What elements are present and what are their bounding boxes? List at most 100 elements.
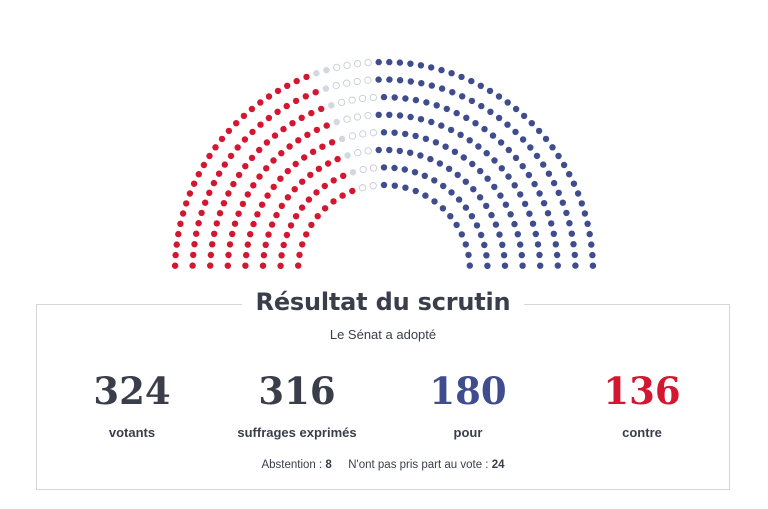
- seat-pour: [492, 221, 500, 228]
- seat-pour: [487, 108, 494, 116]
- seat-contre: [190, 251, 197, 259]
- seat-contre: [283, 231, 291, 239]
- seat-contre: [313, 189, 320, 196]
- seat-pour: [439, 205, 447, 212]
- seat-pour: [447, 126, 455, 134]
- seat-nppv: [353, 113, 362, 121]
- seat-contre: [284, 82, 291, 90]
- seat-contre: [224, 262, 231, 269]
- seat-contre: [207, 251, 215, 259]
- seat-contre: [250, 182, 257, 189]
- seat-contre: [323, 122, 330, 129]
- seat-pour: [532, 230, 539, 238]
- seat-contre: [270, 157, 277, 164]
- seat-pour: [586, 230, 593, 238]
- seat-pour: [486, 87, 494, 95]
- seat-pour: [375, 146, 382, 154]
- seat-contre: [330, 198, 337, 205]
- seat-pour: [491, 157, 498, 164]
- seat-pour: [476, 194, 484, 201]
- seat-contre: [256, 146, 263, 154]
- seat-pour: [540, 161, 547, 168]
- seat-contre: [284, 194, 292, 201]
- seat-contre: [283, 102, 290, 110]
- seat-contre: [292, 160, 299, 168]
- seat-pour: [442, 143, 449, 150]
- nppv-value: 24: [491, 459, 505, 471]
- seat-contre: [278, 252, 285, 259]
- seat-pour: [512, 105, 520, 113]
- seat-pour: [453, 221, 460, 229]
- seat-pour: [483, 202, 490, 210]
- seat-pour: [477, 231, 485, 239]
- seat-abstention: [338, 135, 346, 142]
- seat-contre: [340, 172, 347, 179]
- seat-contre: [200, 161, 208, 169]
- seat-pour: [433, 102, 440, 109]
- seat-abstention: [333, 118, 340, 126]
- seat-pour: [443, 105, 450, 113]
- seat-contre: [198, 209, 205, 217]
- seat-pour: [462, 178, 469, 185]
- seat-pour: [458, 73, 465, 81]
- seat-contre: [173, 241, 180, 248]
- stat-contre-value: 136: [603, 369, 681, 413]
- seat-pour: [566, 171, 573, 178]
- seat-pour: [581, 210, 589, 217]
- seat-pour: [453, 109, 460, 117]
- seat-nppv: [332, 81, 340, 90]
- seat-pour: [445, 165, 453, 172]
- seat-contre: [303, 73, 310, 81]
- seat-pour: [465, 251, 472, 259]
- seat-contre: [334, 155, 341, 163]
- seat-pour: [518, 251, 525, 259]
- seat-pour: [483, 150, 490, 157]
- seat-contre: [293, 77, 300, 85]
- seat-contre: [287, 222, 295, 229]
- seat-pour: [521, 200, 529, 208]
- seat-pour: [528, 120, 535, 127]
- seat-contre: [243, 251, 250, 259]
- seat-pour: [427, 155, 434, 163]
- seat-contre: [304, 131, 311, 138]
- stat-votants-label: votants: [108, 425, 156, 440]
- seat-contre: [308, 109, 315, 117]
- seat-pour: [375, 58, 382, 66]
- seat-pour: [519, 163, 526, 170]
- seat-pour: [391, 164, 398, 172]
- seat-pour: [495, 93, 503, 100]
- seat-pour: [407, 149, 414, 156]
- seat-pour: [550, 179, 558, 187]
- seat-contre: [315, 165, 323, 172]
- seat-contre: [291, 186, 298, 193]
- seat-pour: [512, 128, 519, 136]
- seat-pour: [495, 114, 503, 122]
- seat-pour: [481, 241, 488, 249]
- seat-pour: [488, 211, 495, 219]
- seat-contre: [259, 262, 267, 269]
- seat-contre: [302, 93, 309, 100]
- seat-contre: [349, 187, 356, 195]
- seat-pour: [519, 262, 526, 269]
- nppv-label: N'ont pas pris part au vote :: [348, 459, 489, 471]
- seat-contre: [263, 165, 270, 172]
- seat-contre: [292, 213, 300, 220]
- seat-pour: [481, 125, 488, 133]
- seat-pour: [484, 175, 491, 182]
- seat-pour: [396, 112, 404, 119]
- seat-contre: [339, 192, 346, 199]
- seat-pour: [514, 231, 521, 238]
- seat-pour: [418, 80, 425, 87]
- seat-pour: [462, 204, 470, 211]
- seat-pour: [412, 96, 420, 104]
- seat-pour: [454, 171, 461, 179]
- seat-pour: [533, 152, 541, 160]
- seat-pour: [504, 99, 511, 106]
- seat-pour: [540, 200, 548, 207]
- seat-pour: [451, 148, 459, 155]
- seat-contre: [256, 173, 263, 180]
- seat-contre: [254, 211, 261, 218]
- seat-contre: [309, 148, 317, 155]
- seat-contre: [213, 220, 220, 227]
- seat-pour: [517, 241, 524, 248]
